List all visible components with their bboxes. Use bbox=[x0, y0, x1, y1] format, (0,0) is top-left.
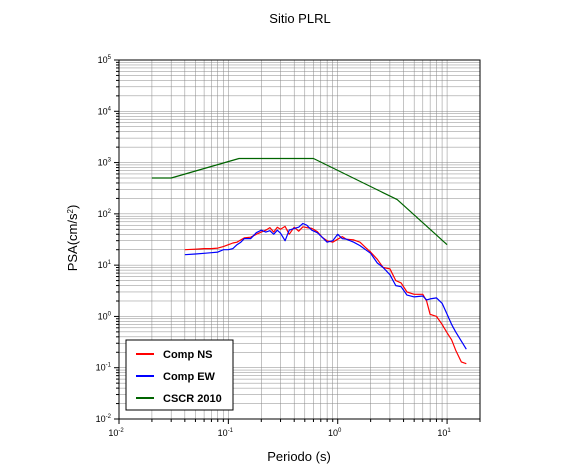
tick-exponent: 5 bbox=[108, 55, 112, 61]
tick-exponent: 0 bbox=[338, 428, 342, 434]
series-line-comp-ew bbox=[184, 222, 467, 350]
tick-base: 10 bbox=[98, 209, 108, 219]
tick-exponent: -2 bbox=[118, 428, 124, 434]
tick-base: 10 bbox=[98, 260, 108, 270]
tick-base: 10 bbox=[108, 428, 118, 438]
legend: Comp NS Comp EW CSCR 2010 bbox=[125, 339, 234, 411]
y-tick-label: 103 bbox=[98, 158, 112, 168]
plot-frame bbox=[118, 59, 481, 420]
grid bbox=[118, 59, 481, 420]
tick-exponent: 0 bbox=[108, 311, 112, 317]
y-tick-label: 10-2 bbox=[96, 414, 112, 424]
y-tick-label: 10-1 bbox=[96, 363, 112, 373]
tick-base: 10 bbox=[437, 428, 447, 438]
tick-base: 10 bbox=[96, 363, 106, 373]
tick-base: 10 bbox=[328, 428, 338, 438]
x-tick-label: 10-2 bbox=[108, 428, 124, 438]
tick-exponent: 4 bbox=[108, 106, 112, 112]
tick-exponent: -1 bbox=[228, 428, 234, 434]
x-tick-label: 101 bbox=[437, 428, 451, 438]
y-tick-label: 100 bbox=[98, 311, 112, 321]
tick-exponent: 3 bbox=[108, 158, 112, 164]
tick-base: 10 bbox=[218, 428, 228, 438]
tick-base: 10 bbox=[98, 158, 108, 168]
y-tick-label: 104 bbox=[98, 106, 112, 116]
series-layer bbox=[151, 157, 467, 365]
y-axis-label-main: PSA(cm/s bbox=[65, 213, 80, 271]
tick-base: 10 bbox=[96, 414, 106, 424]
y-axis-label-close: ) bbox=[65, 205, 80, 209]
y-axis-label-sup: 2 bbox=[66, 209, 75, 214]
x-axis-label: Periodo (s) bbox=[267, 449, 331, 464]
x-tick-labels: 10-2 10-1 100 101 bbox=[108, 428, 451, 438]
y-tick-label: 105 bbox=[98, 55, 112, 65]
tick-base: 10 bbox=[98, 311, 108, 321]
tick-exponent: 2 bbox=[108, 209, 112, 215]
tick-exponent: 1 bbox=[108, 260, 112, 266]
y-tick-label: 101 bbox=[98, 260, 112, 270]
legend-entry: Comp EW bbox=[163, 371, 216, 383]
tick-exponent: 1 bbox=[447, 428, 451, 434]
y-tick-label: 102 bbox=[98, 209, 112, 219]
tick-exponent: -2 bbox=[106, 414, 112, 420]
x-tick-label: 10-1 bbox=[218, 428, 234, 438]
tick-exponent: -1 bbox=[106, 363, 112, 369]
legend-entry: CSCR 2010 bbox=[163, 393, 222, 405]
chart-title: Sitio PLRL bbox=[269, 11, 330, 26]
tick-base: 10 bbox=[98, 106, 108, 116]
series-line-cscr-2010 bbox=[151, 157, 448, 246]
tick-marks bbox=[114, 59, 481, 424]
tick-base: 10 bbox=[98, 55, 108, 65]
legend-entry: Comp NS bbox=[163, 349, 213, 361]
y-axis-label: PSA(cm/s2) bbox=[65, 205, 80, 272]
x-tick-label: 100 bbox=[328, 428, 342, 438]
